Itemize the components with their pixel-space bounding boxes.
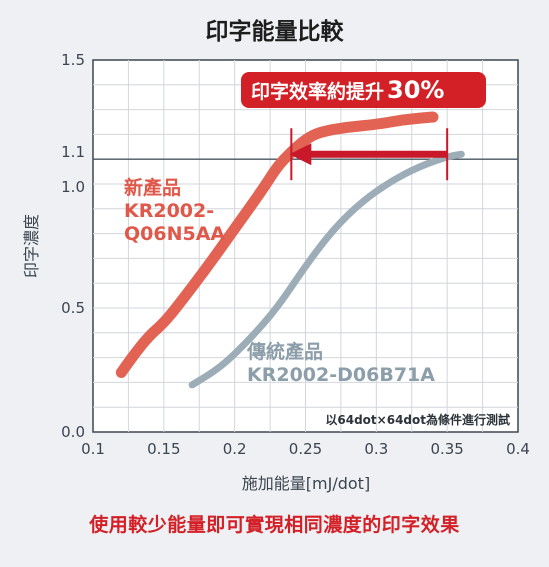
x-tick-label: 0.4: [506, 440, 530, 458]
annotations: 印字效率約提升 30% 以64dot×64dot為條件進行測試: [241, 72, 510, 427]
arrow-head: [289, 143, 312, 166]
test-condition-note: 以64dot×64dot為條件進行測試: [325, 412, 510, 427]
y-axis-label: 印字濃度: [22, 214, 41, 278]
series-group: [115, 111, 465, 389]
y-tick-label: 1.5: [61, 51, 85, 69]
y-tick-label: 0.5: [61, 299, 85, 317]
series-label-traditional-product: KR2002-D06B71A: [247, 364, 435, 386]
series-label-traditional-product: 傳統產品: [246, 340, 323, 363]
footer-caption: 使用較少能量即可實現相同濃度的印字效果: [89, 514, 460, 536]
y-tick-label: 1.0: [61, 178, 85, 196]
chart-title: 印字能量比較: [205, 19, 344, 45]
x-tick-label: 0.15: [147, 440, 180, 458]
callout-box: [241, 72, 486, 108]
y-tick-label: 0.0: [61, 423, 85, 441]
series-label-new-product: 新產品: [124, 176, 181, 199]
x-axis-label: 施加能量[mJ/dot]: [242, 474, 370, 493]
x-tick-label: 0.3: [364, 440, 388, 458]
x-tick-label: 0.35: [430, 440, 463, 458]
y-tick-label: 1.1: [61, 143, 85, 161]
series-label-new-product: Q06N5AA: [124, 223, 225, 245]
series-line-new-product: [115, 111, 439, 378]
x-tick-label: 0.25: [289, 440, 322, 458]
series-line-traditional-product: [188, 150, 465, 389]
series-label-new-product: KR2002-: [124, 200, 214, 222]
x-tick-label: 0.1: [81, 440, 105, 458]
tick-labels: 0.1 0.15 0.2 0.25 0.3 0.35 0.4 0.0 0.5 1.0 1.1 1.5: [61, 51, 530, 458]
callout-text: 印字效率約提升 30%: [251, 76, 444, 104]
x-tick-label: 0.2: [223, 440, 247, 458]
